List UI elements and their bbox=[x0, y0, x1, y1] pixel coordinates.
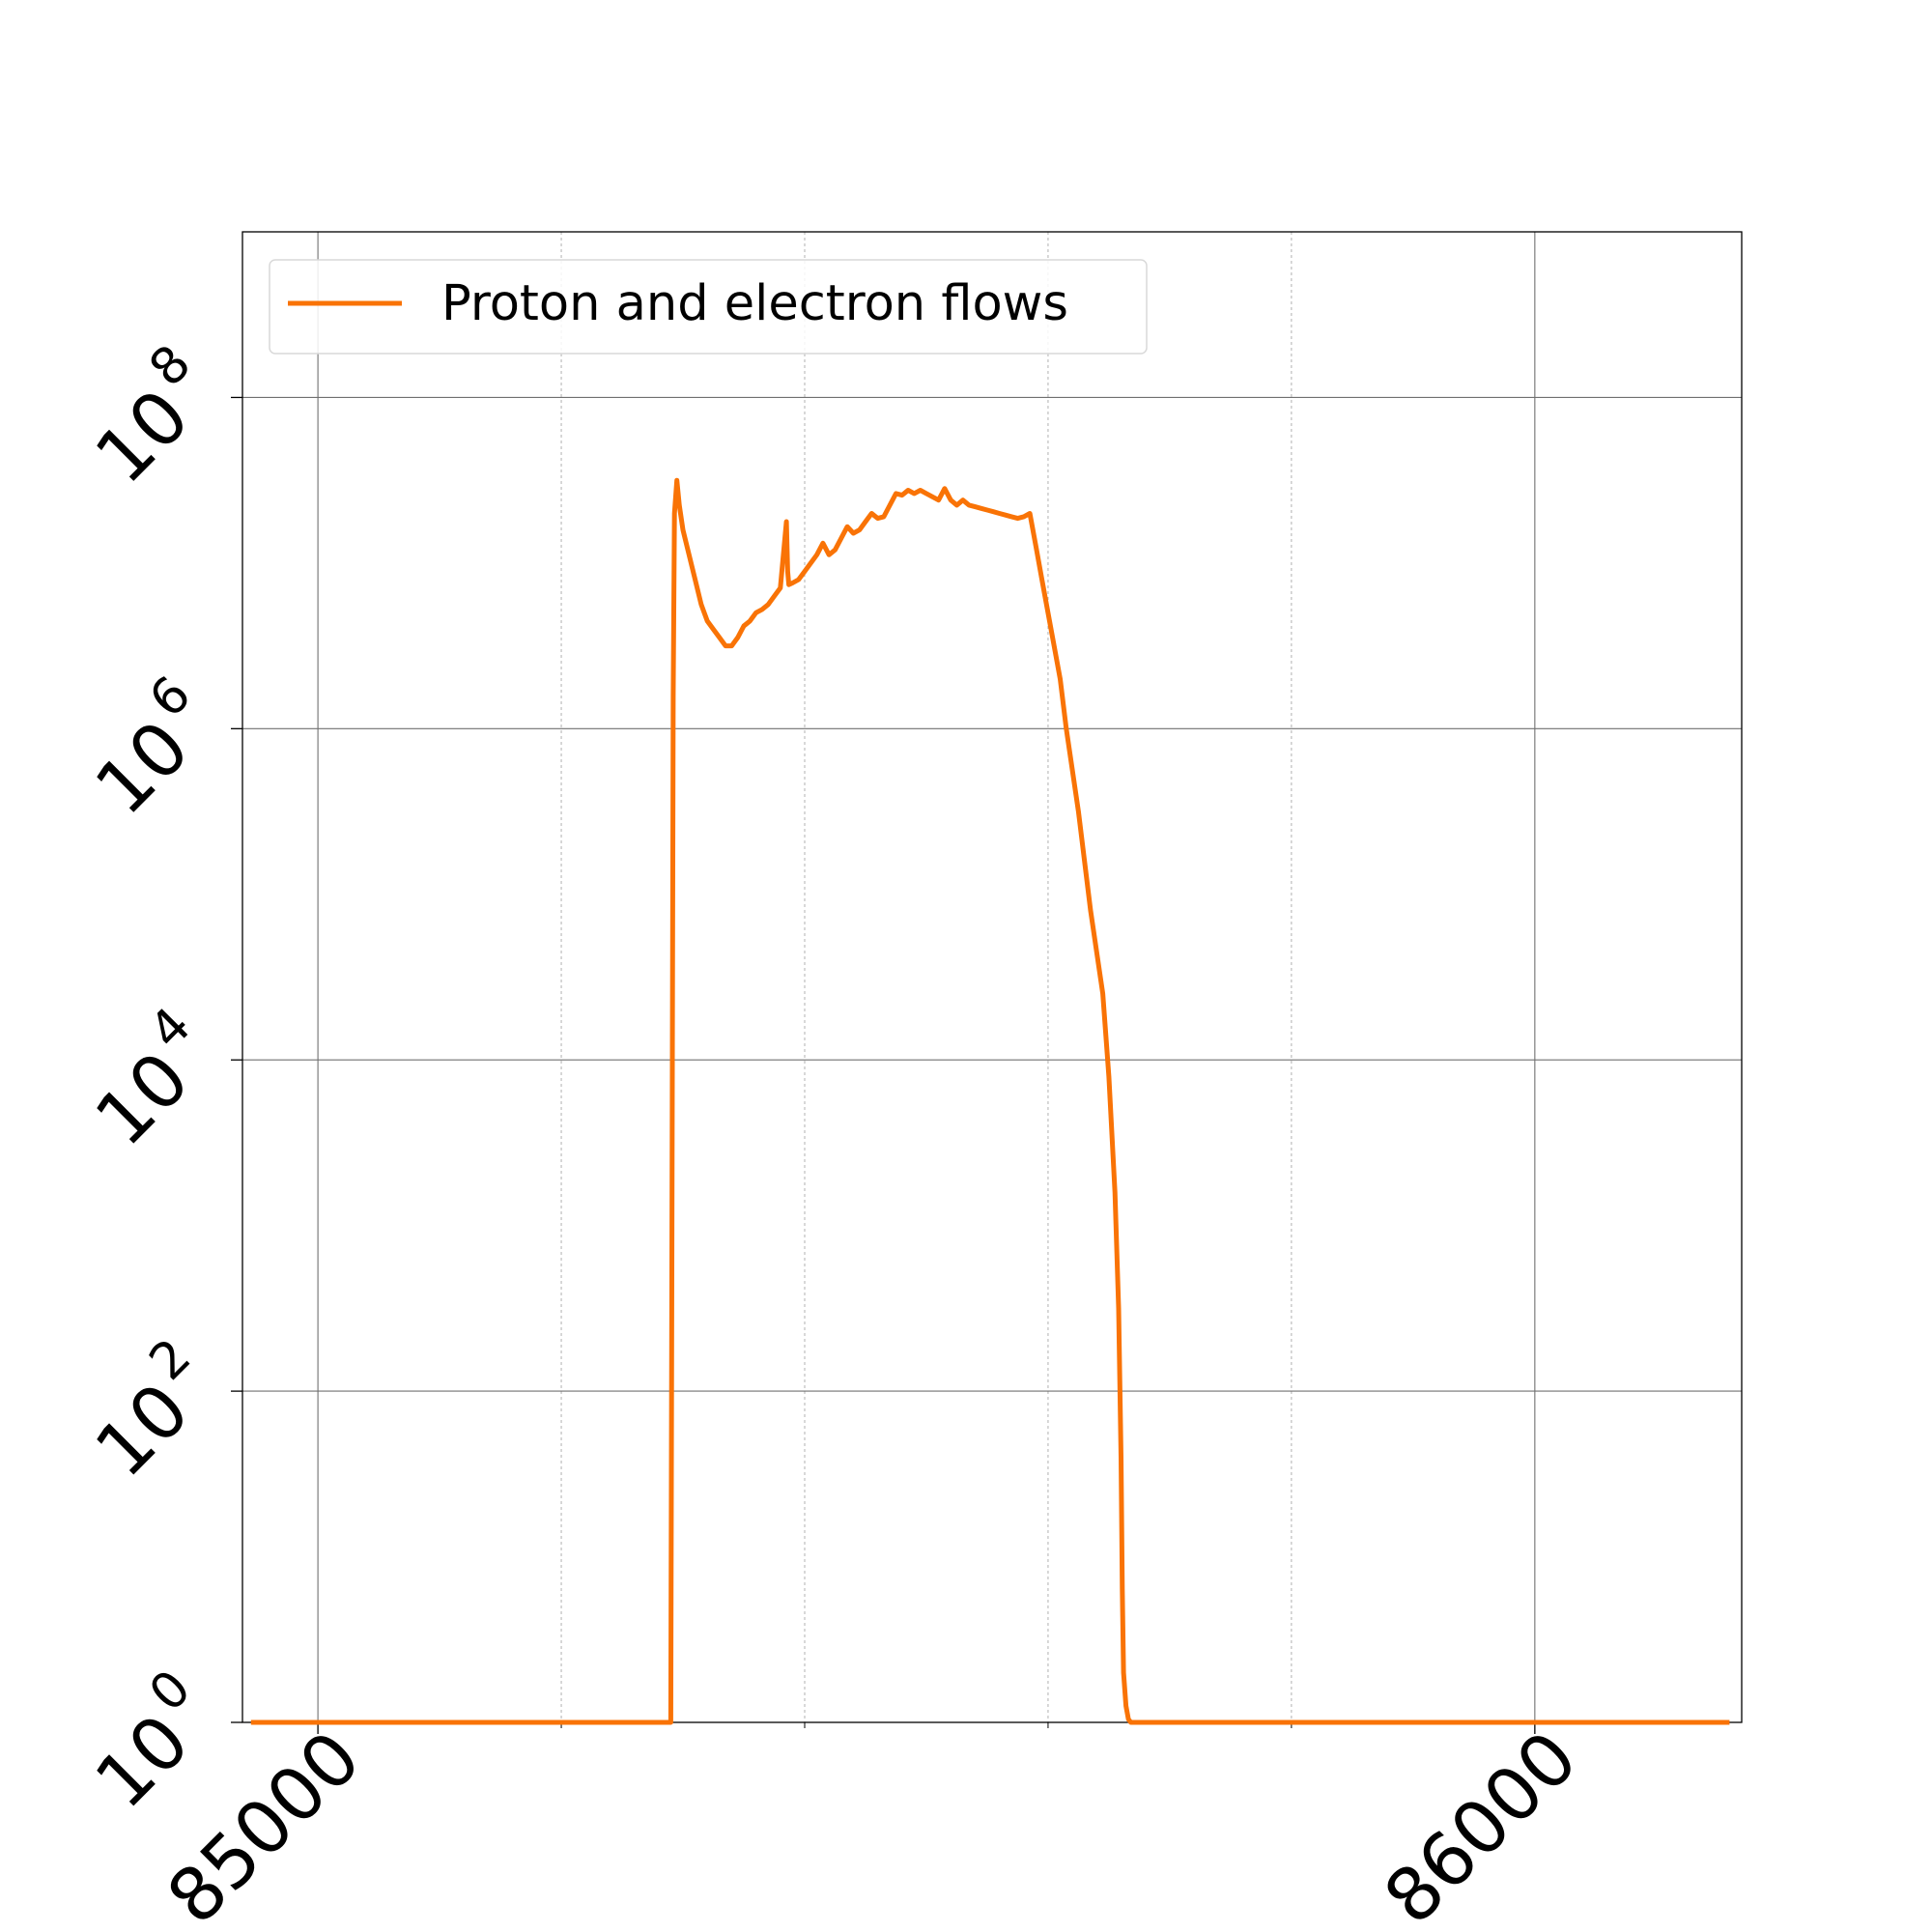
y-tick-label: 108 bbox=[78, 334, 205, 499]
legend: Proton and electron flows bbox=[269, 259, 1148, 355]
y-tick-base: 10 bbox=[78, 1697, 205, 1824]
y-tick-label: 104 bbox=[78, 997, 205, 1162]
y-tick-label: 102 bbox=[78, 1328, 205, 1493]
x-tick-label: 86000 bbox=[1368, 1715, 1594, 1932]
plot-frame bbox=[242, 231, 1743, 1723]
y-tick-base: 10 bbox=[78, 1367, 205, 1493]
y-tick-base: 10 bbox=[78, 1036, 205, 1162]
y-tick-label: 100 bbox=[78, 1660, 205, 1825]
y-tick-base: 10 bbox=[78, 373, 205, 499]
legend-label: Proton and electron flows bbox=[441, 275, 1068, 332]
grid-lines bbox=[242, 232, 1742, 1722]
series-line-proton-electron-flows bbox=[250, 477, 1730, 1725]
legend-box bbox=[269, 259, 1148, 355]
y-tick-label: 106 bbox=[78, 666, 205, 831]
y-tick-base: 10 bbox=[78, 704, 205, 831]
